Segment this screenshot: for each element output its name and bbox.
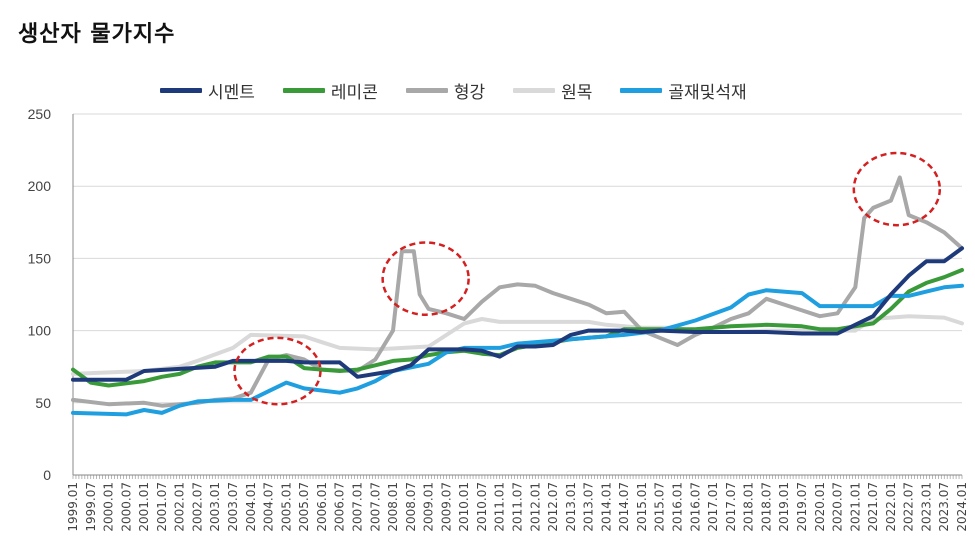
x-tick-label: 2009.01 <box>422 482 436 532</box>
legend-item-5: 골재및석재 <box>620 78 747 103</box>
x-tick-label: 1999.07 <box>84 482 98 532</box>
highlight-circle-1 <box>233 336 322 406</box>
x-tick-label: 2005.07 <box>297 482 311 532</box>
legend-swatch <box>620 88 663 93</box>
legend-item-3: 형강 <box>405 78 486 103</box>
legend-swatch <box>513 88 556 93</box>
legend-swatch <box>282 88 325 93</box>
x-tick-label: 2015.07 <box>653 482 667 532</box>
x-tick-label: 2008.01 <box>386 482 400 532</box>
x-tick-label: 2022.07 <box>902 482 916 532</box>
x-tick-label: 2010.07 <box>475 482 489 532</box>
x-tick-label: 2003.07 <box>226 482 240 532</box>
legend-item-4: 원목 <box>513 78 592 103</box>
x-tick-label: 2020.01 <box>813 482 827 532</box>
legend-label: 골재및석재 <box>668 83 747 103</box>
x-tick-label: 2019.01 <box>777 482 791 532</box>
y-tick-label: 100 <box>28 323 52 339</box>
x-tick-label: 2024.01 <box>955 482 969 532</box>
x-tick-label: 2013.01 <box>564 482 578 532</box>
series-line-2 <box>71 268 964 388</box>
x-tick-label: 2017.07 <box>724 482 738 532</box>
x-tick-label: 2023.01 <box>919 482 933 532</box>
x-tick-label: 2006.01 <box>315 482 329 532</box>
series-line-1 <box>71 246 964 382</box>
x-tick-label: 2002.01 <box>173 482 187 532</box>
legend-item-2: 레미콘 <box>282 78 378 103</box>
x-tick-label: 2015.01 <box>635 482 649 532</box>
series-line-3 <box>71 175 964 408</box>
x-tick-label: 2016.01 <box>671 482 685 532</box>
x-tick-label: 2002.07 <box>190 482 204 532</box>
x-tick-label: 1999.01 <box>66 482 80 532</box>
x-tick-label: 2023.07 <box>937 482 951 532</box>
x-tick-label: 2001.01 <box>137 482 151 532</box>
x-tick-label: 2009.07 <box>439 482 453 532</box>
x-tick-label: 2001.07 <box>155 482 169 532</box>
legend-swatch <box>405 88 448 93</box>
legend-swatch <box>160 88 202 93</box>
legend-label: 형강 <box>453 83 486 103</box>
x-tick-label: 2020.07 <box>831 482 845 532</box>
legend-label: 시멘트 <box>208 83 255 103</box>
x-tick-label: 2018.07 <box>759 482 773 532</box>
highlight-circle-2 <box>381 241 470 316</box>
x-tick-label: 2012.07 <box>546 482 560 532</box>
x-tick-label: 2021.07 <box>866 482 880 532</box>
x-tick-label: 2019.07 <box>795 482 809 532</box>
x-tick-label: 2014.07 <box>617 482 631 532</box>
x-tick-label: 2000.07 <box>119 482 133 532</box>
x-tick-label: 2008.07 <box>404 482 418 532</box>
x-tick-label: 2013.07 <box>582 482 596 532</box>
x-tick-label: 2005.01 <box>279 482 293 532</box>
legend-label: 원목 <box>561 83 593 103</box>
x-tick-label: 2017.01 <box>706 482 720 532</box>
x-tick-label: 2010.01 <box>457 482 471 532</box>
legend-item-1: 시멘트 <box>160 78 255 103</box>
x-tick-label: 2018.01 <box>742 482 756 532</box>
y-tick-label: 150 <box>28 250 52 266</box>
x-tick-label: 2000.01 <box>102 482 116 532</box>
x-tick-label: 2022.01 <box>884 482 898 532</box>
x-tick-label: 2021.01 <box>848 482 862 532</box>
x-tick-label: 2006.07 <box>333 482 347 532</box>
highlight-circle-3 <box>852 151 942 227</box>
x-tick-label: 2004.01 <box>244 482 258 532</box>
x-tick-label: 2016.07 <box>688 482 702 532</box>
x-tick-label: 2011.07 <box>511 482 525 532</box>
legend-label: 레미콘 <box>330 83 378 103</box>
x-tick-label: 2007.01 <box>350 482 364 532</box>
chart-title: 생산자 물가지수 <box>18 22 176 47</box>
y-tick-label: 200 <box>28 178 52 194</box>
y-tick-label: 0 <box>43 467 51 483</box>
y-tick-label: 250 <box>28 106 52 122</box>
x-tick-label: 2012.01 <box>528 482 542 532</box>
x-tick-label: 2011.01 <box>493 482 507 532</box>
x-tick-label: 2014.01 <box>599 482 613 532</box>
x-tick-label: 2004.07 <box>262 482 276 532</box>
y-tick-label: 50 <box>35 395 51 411</box>
chart-legend: 시멘트 레미콘 형강 원목 골재및석재 <box>160 78 747 103</box>
series-line-5 <box>71 283 964 417</box>
x-tick-label: 2007.07 <box>368 482 382 532</box>
x-tick-label: 2003.01 <box>208 482 222 532</box>
